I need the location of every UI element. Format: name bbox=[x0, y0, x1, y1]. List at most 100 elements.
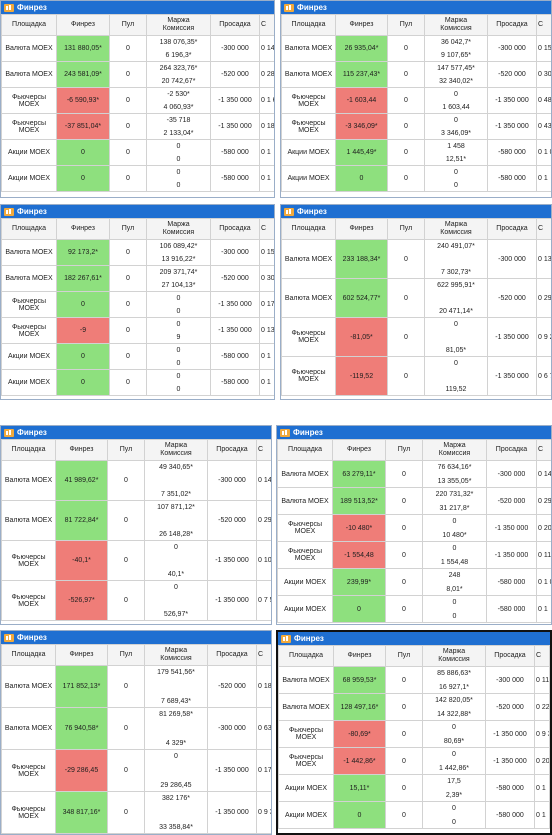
header-margin-commission[interactable]: Маржа Комиссия bbox=[424, 14, 488, 36]
title-bar[interactable]: Финрез bbox=[1, 1, 274, 14]
table-row[interactable]: Валюта MOEX 243 581,09* 0 264 323,76* 20 742… bbox=[1, 61, 274, 88]
table-row[interactable]: Фьючерсы MOEX -1 603,44 0 0 1 603,44 -1 350 0… bbox=[281, 87, 551, 114]
table-row[interactable]: Акции MOEX 15,11* 0 17,5 2,39* -580 000 0 1 bbox=[278, 774, 550, 802]
title-bar[interactable]: Финрез bbox=[1, 426, 271, 439]
title-bar[interactable]: Финрез bbox=[1, 205, 274, 218]
header-cut[interactable]: С bbox=[534, 645, 550, 667]
table-row[interactable]: Валюта MOEX 602 524,77* 0 622 995,91* 20 471… bbox=[281, 278, 551, 318]
title-bar[interactable]: Финрез bbox=[281, 1, 551, 14]
table-row[interactable]: Акции MOEX 0 0 0 0 -580 000 0 1 bbox=[1, 369, 274, 396]
table-row[interactable]: Акции MOEX 0 0 0 0 -580 000 0 1 bbox=[1, 343, 274, 370]
table-row[interactable]: Валюта MOEX 182 267,61* 0 209 371,74* 27 104… bbox=[1, 265, 274, 292]
table-row[interactable]: Валюта MOEX 41 989,62* 0 49 340,65* 7 351,02… bbox=[1, 460, 271, 501]
header-finrez[interactable]: Финрез bbox=[332, 439, 386, 461]
header-drawdown[interactable]: Просадка bbox=[210, 14, 260, 36]
margin-value: 220 731,32* bbox=[435, 490, 474, 498]
table-row[interactable]: Акции MOEX 0 0 0 0 -580 000 0 1 bbox=[1, 139, 274, 166]
title-bar[interactable]: Финрез bbox=[277, 426, 551, 439]
table-row[interactable]: Фьючерсы MOEX -6 590,93* 0 -2 530* 4 060,93*… bbox=[1, 87, 274, 114]
table-row[interactable]: Валюта MOEX 131 880,05* 0 138 076,35* 6 196,… bbox=[1, 35, 274, 62]
header-finrez[interactable]: Финрез bbox=[335, 218, 388, 240]
header-drawdown[interactable]: Просадка bbox=[487, 14, 537, 36]
header-drawdown[interactable]: Просадка bbox=[207, 439, 257, 461]
table-row[interactable]: Фьючерсы MOEX -526,97* 0 0 526,97* -1 350 000… bbox=[1, 580, 271, 621]
table-row[interactable]: Фьючерсы MOEX -1 554,48 0 0 1 554,48 -1 350 0… bbox=[277, 541, 551, 569]
header-margin-commission[interactable]: Маржа Комиссия bbox=[422, 439, 487, 461]
header-pool[interactable]: Пул bbox=[109, 14, 147, 36]
header-venue[interactable]: Площадка bbox=[281, 14, 336, 36]
table-row[interactable]: Фьючерсы MOEX -3 346,09* 0 0 3 346,09* -1 350… bbox=[281, 113, 551, 140]
table-row[interactable]: Валюта MOEX 115 237,43* 0 147 577,45* 32 340… bbox=[281, 61, 551, 88]
header-cut[interactable]: С bbox=[536, 14, 551, 36]
header-pool[interactable]: Пул bbox=[387, 14, 425, 36]
header-venue[interactable]: Площадка bbox=[1, 439, 56, 461]
header-drawdown[interactable]: Просадка bbox=[487, 218, 537, 240]
header-venue[interactable]: Площадка bbox=[281, 218, 336, 240]
table-row[interactable]: Фьючерсы MOEX -37 851,04* 0 -35 718 2 133,04… bbox=[1, 113, 274, 140]
header-finrez[interactable]: Финрез bbox=[333, 645, 386, 667]
table-row[interactable]: Валюта MOEX 92 173,2* 0 106 089,42* 13 916,2… bbox=[1, 239, 274, 266]
table-row[interactable]: Фьючерсы MOEX -1 442,86* 0 0 1 442,86* -1 350… bbox=[278, 747, 550, 775]
header-pool[interactable]: Пул bbox=[387, 218, 425, 240]
table-row[interactable]: Фьючерсы MOEX -10 480* 0 0 10 480* -1 350 000… bbox=[277, 514, 551, 542]
header-finrez[interactable]: Финрез bbox=[55, 439, 108, 461]
table-row[interactable]: Валюта MOEX 76 940,58* 0 81 269,58* 4 329* -3… bbox=[1, 707, 271, 750]
header-cut[interactable]: С bbox=[536, 439, 551, 461]
table-row[interactable]: Фьючерсы MOEX -80,69* 0 0 80,69* -1 350 000 0 … bbox=[278, 720, 550, 748]
title-bar[interactable]: Финрез bbox=[1, 631, 271, 644]
header-venue[interactable]: Площадка bbox=[277, 439, 333, 461]
table-row[interactable]: Акции MOEX 0 0 0 0 -580 000 0 1 bbox=[1, 165, 274, 192]
header-margin-commission[interactable]: Маржа Комиссия bbox=[422, 645, 486, 667]
table-row[interactable]: Валюта MOEX 171 852,13* 0 179 541,56* 7 689,… bbox=[1, 665, 271, 708]
header-drawdown[interactable]: Просадка bbox=[486, 439, 537, 461]
header-margin-commission[interactable]: Маржа Комиссия bbox=[144, 644, 208, 666]
table-row[interactable]: Акции MOEX 0 0 0 0 -580 000 0 1 bbox=[278, 801, 550, 829]
header-cut[interactable]: С bbox=[259, 218, 274, 240]
table-row[interactable]: Фьючерсы MOEX 348 817,16* 0 382 176* 33 358,… bbox=[1, 791, 271, 834]
table-row[interactable]: Валюта MOEX 128 497,16* 0 142 820,05* 14 322… bbox=[278, 693, 550, 721]
table-row[interactable]: Акции MOEX 0 0 0 0 -580 000 0 1 bbox=[281, 165, 551, 192]
header-drawdown[interactable]: Просадка bbox=[207, 644, 257, 666]
venue-cell: Валюта MOEX bbox=[277, 487, 333, 515]
header-drawdown[interactable]: Просадка bbox=[210, 218, 260, 240]
header-cut[interactable]: С bbox=[256, 439, 271, 461]
title-bar[interactable]: Финрез bbox=[278, 632, 550, 645]
table-row[interactable]: Валюта MOEX 26 935,04* 0 36 042,7* 9 107,65*… bbox=[281, 35, 551, 62]
header-cut[interactable]: С bbox=[256, 644, 271, 666]
header-finrez[interactable]: Финрез bbox=[335, 14, 388, 36]
table-row[interactable]: Фьючерсы MOEX -29 286,45 0 0 29 286,45 -1 350… bbox=[1, 749, 271, 792]
header-venue[interactable]: Площадка bbox=[1, 644, 56, 666]
table-row[interactable]: Акции MOEX 1 445,49* 0 1 458 12,51* -580 000 0… bbox=[281, 139, 551, 166]
table-row[interactable]: Фьючерсы MOEX -119,52 0 0 119,52 -1 350 000 0 … bbox=[281, 356, 551, 396]
header-margin-commission[interactable]: Маржа Комиссия bbox=[144, 439, 208, 461]
header-finrez[interactable]: Финрез bbox=[56, 14, 110, 36]
header-venue[interactable]: Площадка bbox=[1, 218, 57, 240]
header-finrez[interactable]: Финрез bbox=[56, 218, 110, 240]
table-row[interactable]: Акции MOEX 0 0 0 0 -580 000 0 1 bbox=[277, 595, 551, 623]
table-row[interactable]: Валюта MOEX 189 513,52* 0 220 731,32* 31 217… bbox=[277, 487, 551, 515]
header-pool[interactable]: Пул bbox=[107, 644, 145, 666]
table-row[interactable]: Валюта MOEX 233 188,34* 0 240 491,07* 7 302,… bbox=[281, 239, 551, 279]
table-row[interactable]: Валюта MOEX 63 279,11* 0 76 634,16* 13 355,0… bbox=[277, 460, 551, 488]
header-venue[interactable]: Площадка bbox=[1, 14, 57, 36]
title-bar[interactable]: Финрез bbox=[281, 205, 551, 218]
table-row[interactable]: Валюта MOEX 81 722,84* 0 107 871,12* 26 148,… bbox=[1, 500, 271, 541]
header-margin-commission[interactable]: Маржа Комиссия bbox=[146, 218, 211, 240]
header-pool[interactable]: Пул bbox=[109, 218, 147, 240]
table-row[interactable]: Фьючерсы MOEX -81,05* 0 0 81,05* -1 350 000 0 … bbox=[281, 317, 551, 357]
header-drawdown[interactable]: Просадка bbox=[485, 645, 535, 667]
table-row[interactable]: Фьючерсы MOEX -40,1* 0 0 40,1* -1 350 000 0 10… bbox=[1, 540, 271, 581]
header-pool[interactable]: Пул bbox=[385, 645, 423, 667]
table-row[interactable]: Валюта MOEX 68 959,53* 0 85 886,63* 16 927,1… bbox=[278, 666, 550, 694]
header-cut[interactable]: С bbox=[536, 218, 551, 240]
header-venue[interactable]: Площадка bbox=[278, 645, 334, 667]
header-margin-commission[interactable]: Маржа Комиссия bbox=[424, 218, 488, 240]
header-cut[interactable]: С bbox=[259, 14, 274, 36]
header-pool[interactable]: Пул bbox=[107, 439, 145, 461]
header-finrez[interactable]: Финрез bbox=[55, 644, 108, 666]
header-margin-commission[interactable]: Маржа Комиссия bbox=[146, 14, 211, 36]
header-pool[interactable]: Пул bbox=[385, 439, 423, 461]
